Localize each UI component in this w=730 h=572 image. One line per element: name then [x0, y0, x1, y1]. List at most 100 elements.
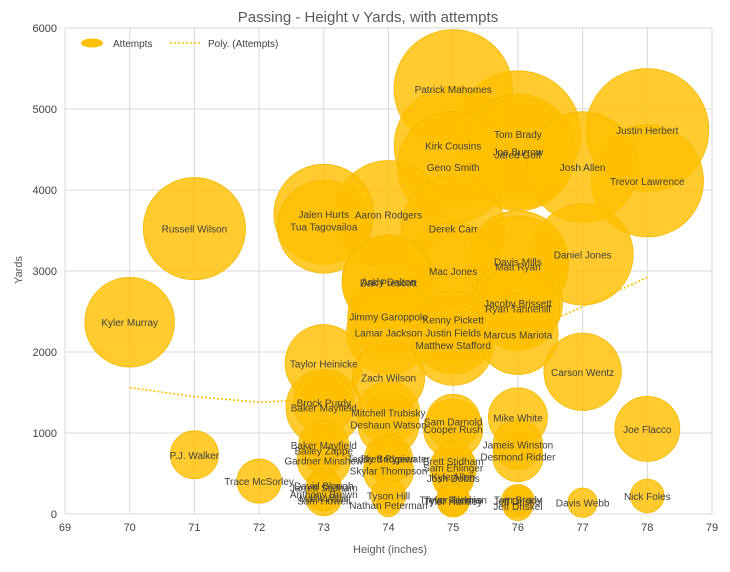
bubble-data-label: Tua Tagovailoa — [290, 223, 358, 234]
bubble-data-label: Patrick Mahomes — [415, 85, 492, 96]
data-bubble — [313, 489, 335, 511]
bubble-data-label: Tyson Hill — [367, 491, 410, 502]
bubble-data-label: Jalen Hurts — [299, 210, 350, 221]
bubble-data-label: Skylar Thompson — [350, 467, 428, 478]
chart-title: Passing - Height v Yards, with attempts — [238, 9, 498, 26]
bubble-data-label: Desmond Ridder — [480, 453, 556, 464]
bubble-data-label: Tom Brady — [494, 130, 542, 141]
bubble-data-label: Jameis Winston — [483, 441, 554, 452]
bubble-data-label: Anthony Brown — [290, 490, 358, 501]
bubble-data-label: Josh Dobbs — [427, 474, 480, 485]
data-bubble — [84, 277, 175, 368]
bubble-data-label: Tyler Huntley — [424, 497, 482, 508]
bubble-data-label: Kirk Cousins — [425, 142, 481, 153]
bubble-data-label: Trevor Siemian — [419, 495, 486, 506]
bubble-data-label: Sam Ehlinger — [423, 464, 484, 475]
bubble-data-label: Brett Stidham — [423, 457, 484, 468]
x-tick-label: 72 — [253, 522, 265, 534]
data-label-layer: Patrick Mahomes Justin Herbert Tom Brady Ki… — [101, 85, 685, 513]
bubble-data-label: Deshaun Watson — [350, 421, 426, 432]
bubble-data-label: Marcus Mariota — [483, 330, 552, 341]
bubble-data-label: Matt Ryan — [495, 262, 541, 273]
y-tick-label: 2000 — [33, 347, 57, 359]
bubble-data-label: Malik Willis — [299, 494, 348, 505]
bubble-data-label: Teddy Bridgewater — [347, 455, 430, 466]
x-tick-label: 75 — [447, 522, 459, 534]
y-axis-title: Yards — [13, 256, 25, 284]
bubble-data-label: Cooper Rush — [424, 425, 483, 436]
data-bubble — [236, 458, 282, 504]
x-tick-label: 77 — [576, 522, 588, 534]
bubble-data-label: Brock Purdy — [297, 399, 351, 410]
data-bubble — [567, 487, 598, 518]
bubble-layer — [84, 29, 710, 521]
legend: Attempts Poly. (Attempts) — [81, 38, 278, 50]
data-bubble — [477, 293, 559, 375]
bubble-data-label: Bailey Zappe — [295, 447, 354, 458]
bubble-data-label: Lamar Jackson — [355, 328, 423, 339]
x-tick-label: 78 — [641, 522, 653, 534]
y-tick-label: 1000 — [33, 428, 57, 440]
legend-trendline-label: Poly. (Attempts) — [208, 39, 278, 50]
x-tick-label: 76 — [512, 522, 524, 534]
bubble-data-label: Tyler Perkins — [424, 496, 482, 507]
bubble-data-label: Baker Mayfield — [291, 441, 357, 452]
bubble-data-label: Tom Brady — [494, 495, 542, 506]
x-tick-label: 69 — [59, 522, 71, 534]
bubble-data-label: Jeff Driskel — [493, 502, 542, 513]
data-bubble — [437, 483, 470, 516]
bubble-data-label: Trace McSorley — [224, 477, 294, 488]
data-bubble — [276, 179, 371, 274]
x-tick-label: 74 — [382, 522, 394, 534]
bubble-data-label: Davis Webb — [556, 499, 610, 510]
bubble-data-label: Jarrett Stidham — [290, 483, 358, 494]
y-tick-label: 3000 — [33, 266, 57, 278]
bubble-data-label: Joe Flacco — [623, 425, 672, 436]
legend-bubble-marker — [81, 38, 103, 48]
x-axis-title: Height (inches) — [353, 544, 427, 556]
bubble-data-label: Baker Mayfield — [291, 404, 357, 415]
bubble-data-label: Justin Herbert — [616, 126, 678, 137]
bubble-data-label: Andy Dalton — [361, 277, 415, 288]
bubble-data-label: David Blough — [294, 482, 353, 493]
bubble-data-label: Taylor Heinicke — [290, 359, 358, 370]
bubble-data-label: Kenny Pickett — [423, 315, 484, 326]
bubble-data-label: Jeff Driskel — [493, 497, 542, 508]
bubble-data-label: Justin Fields — [425, 328, 481, 339]
data-bubble — [142, 177, 246, 281]
bubble-data-label: Daniel Jones — [554, 250, 612, 261]
data-bubble — [492, 419, 544, 470]
bubble-data-label: Matthew Stafford — [415, 341, 490, 352]
bubble-data-label: Dak Prescott — [360, 278, 417, 289]
bubble-data-label: Nathan Peterman — [349, 501, 427, 512]
bubble-data-label: Sam Darnold — [424, 417, 482, 428]
bubble-data-label: Mac Jones — [429, 267, 477, 278]
bubble-data-label: Geno Smith — [427, 163, 480, 174]
bubble-data-label: Sam Howell — [297, 496, 350, 507]
bubble-data-label: Derek Carr — [429, 225, 479, 236]
data-bubble — [376, 492, 401, 518]
y-tick-label: 0 — [51, 509, 57, 521]
bubble-data-label: Russell Wilson — [162, 225, 228, 236]
bubble-data-label: Carson Wentz — [551, 368, 614, 379]
y-tick-label: 5000 — [33, 104, 57, 116]
x-tick-label: 79 — [706, 522, 718, 534]
bubble-data-label: Brett Rypien — [361, 455, 416, 466]
x-tick-label: 70 — [124, 522, 136, 534]
data-bubble — [630, 478, 665, 514]
bubble-data-label: Jared Goff — [495, 151, 542, 162]
bubble-data-label: Joe Burrow — [493, 148, 544, 159]
y-tick-label: 4000 — [33, 185, 57, 197]
bubble-data-label: P.J. Walker — [170, 451, 220, 462]
data-bubble — [543, 332, 622, 411]
y-tick-label: 6000 — [33, 23, 57, 35]
bubble-data-label: Mike White — [493, 413, 543, 424]
tick-label-layer: 69 70 71 72 73 74 75 76 77 78 79 0 1000 2000 3000 4000 5… — [33, 23, 719, 534]
bubble-data-label: Aaron Rodgers — [355, 211, 422, 222]
bubble-data-label: Davis Mills — [494, 257, 542, 268]
bubble-data-label: Kyle Allen — [431, 473, 475, 484]
legend-attempts-label: Attempts — [113, 39, 152, 50]
bubble-data-label: Kyler Murray — [101, 318, 158, 329]
